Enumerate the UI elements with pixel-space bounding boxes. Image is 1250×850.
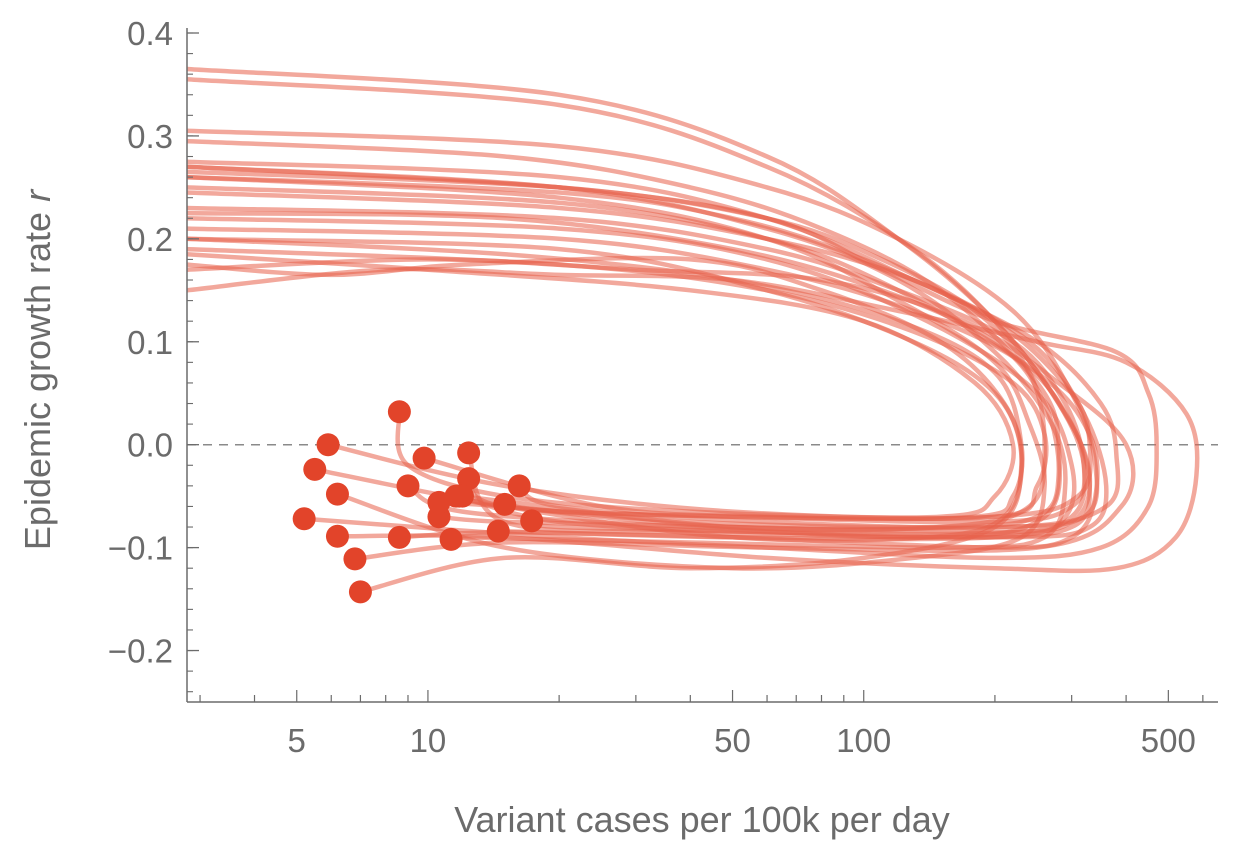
trajectory-endpoint-marker	[292, 507, 316, 531]
trajectory-endpoint-marker	[396, 474, 420, 498]
x-tick-label: 10	[410, 722, 447, 759]
x-tick-label: 50	[714, 722, 751, 759]
y-tick-label: 0.1	[127, 324, 173, 361]
x-tick-label: 500	[1141, 722, 1196, 759]
y-tick-label: −0.1	[108, 530, 173, 567]
trajectory-endpoint-marker	[387, 400, 411, 424]
trajectory-endpoint-marker	[507, 474, 531, 498]
trajectory-endpoint-marker	[387, 525, 411, 549]
y-tick-label: 0.0	[127, 427, 173, 464]
y-tick-label: 0.3	[127, 118, 173, 155]
trajectory-endpoint-marker	[316, 433, 340, 457]
trajectory-endpoint-marker	[343, 547, 367, 571]
trajectory-line	[187, 174, 1047, 571]
y-axis-title: Epidemic growth rate r	[17, 188, 58, 550]
y-tick-label: 0.4	[127, 15, 173, 52]
trajectory-endpoint-marker	[457, 441, 481, 465]
trajectory-endpoint-marker	[520, 509, 544, 533]
trajectory-endpoint-marker	[325, 524, 349, 548]
trajectory-endpoint-marker	[303, 457, 327, 481]
trajectory-line	[187, 138, 1063, 540]
y-axis-title-variable: r	[17, 188, 58, 202]
trajectory-endpoint-marker	[412, 446, 436, 470]
x-tick-label: 5	[288, 722, 306, 759]
trajectory-endpoint-marker	[427, 490, 451, 514]
x-axis-ticks: 5 10 50 100 500	[199, 690, 1204, 759]
endpoint-markers-group	[292, 400, 544, 604]
trajectory-endpoint-marker	[450, 484, 474, 508]
y-axis-ticks: −0.2 −0.1 0.0 0.1 0.2 0.3 0.4	[108, 15, 199, 693]
trajectory-endpoint-marker	[486, 519, 510, 543]
trajectory-line	[187, 159, 1121, 531]
axes-group: 5 10 50 100 500 −0.2 −0.1 0.0 0.1 0.2 0.3 0.4	[108, 15, 1218, 759]
trajectory-line	[187, 169, 1047, 533]
trajectory-endpoint-marker	[493, 492, 517, 516]
trajectory-endpoint-marker	[348, 580, 372, 604]
trajectory-line	[187, 266, 1200, 574]
y-axis-title-text: Epidemic growth rate	[17, 212, 58, 550]
trajectory-line	[187, 252, 1016, 520]
y-tick-label: 0.2	[127, 221, 173, 258]
y-tick-label: −0.2	[108, 633, 173, 670]
trajectory-endpoint-marker	[457, 467, 481, 491]
trajectory-series-group	[187, 66, 1200, 595]
x-axis-title: Variant cases per 100k per day	[454, 799, 950, 840]
trajectory-line	[187, 236, 1024, 543]
trajectory-endpoint-marker	[325, 482, 349, 506]
x-tick-label: 100	[836, 722, 891, 759]
trajectory-endpoint-marker	[439, 527, 463, 551]
